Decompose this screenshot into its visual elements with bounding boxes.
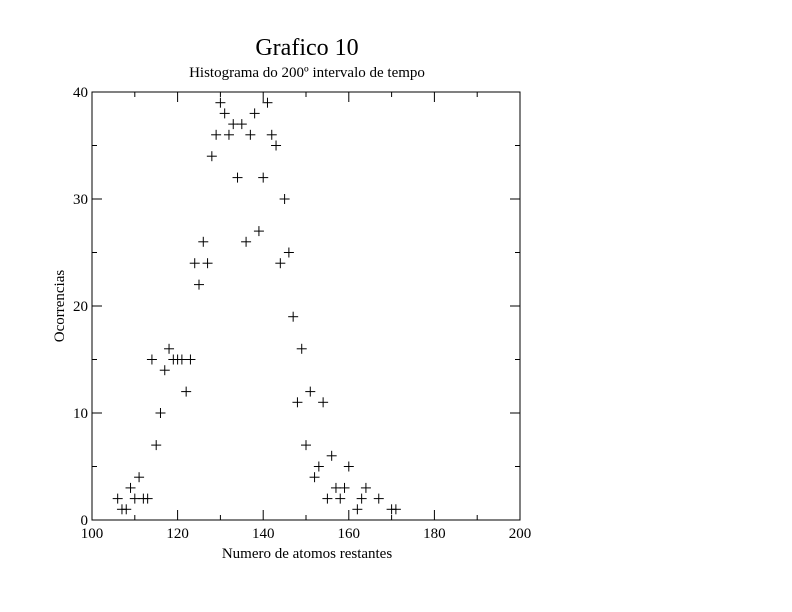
x-axis-label: Numero de atomos restantes	[222, 546, 393, 562]
data-point	[292, 397, 303, 408]
axis-tick-labels: 100 120 140 160 180 200 0 10 20 30 40	[73, 85, 531, 542]
data-point	[275, 258, 286, 269]
data-point	[189, 258, 200, 269]
data-point	[134, 472, 145, 483]
x-tick-label: 160	[338, 526, 361, 542]
data-point	[202, 258, 213, 269]
data-point	[164, 343, 175, 354]
data-point	[194, 279, 204, 290]
data-point	[228, 119, 239, 130]
y-tick-label: 30	[73, 192, 88, 208]
data-point	[219, 108, 230, 119]
data-point	[155, 408, 166, 418]
y-tick-label: 10	[73, 406, 88, 422]
data-point	[313, 461, 324, 472]
x-tick-label: 200	[509, 526, 532, 542]
y-tick-label: 20	[73, 299, 88, 315]
data-point	[215, 97, 226, 108]
data-point	[236, 119, 247, 130]
data-point	[211, 129, 222, 140]
chart-title: Grafico 10	[255, 35, 358, 61]
data-point	[258, 172, 269, 183]
data-point	[223, 129, 234, 140]
data-point	[112, 493, 123, 504]
data-point	[245, 129, 256, 140]
data-point	[159, 365, 170, 376]
data-point	[241, 236, 252, 247]
data-point	[352, 504, 363, 515]
data-point	[390, 504, 401, 515]
x-tick-label: 180	[423, 526, 446, 542]
data-point	[343, 461, 354, 472]
data-point	[360, 482, 371, 493]
data-point	[129, 493, 140, 504]
data-point	[339, 482, 350, 493]
data-point	[301, 440, 311, 451]
data-point	[232, 172, 243, 183]
data-point	[142, 493, 153, 504]
data-point	[176, 354, 187, 365]
data-point	[151, 440, 162, 451]
data-point	[356, 493, 367, 504]
y-tick-label: 0	[81, 513, 89, 529]
data-point	[309, 472, 320, 483]
x-tick-label: 100	[81, 526, 104, 542]
y-axis-label: Ocorrencias	[52, 270, 68, 343]
data-point	[322, 493, 333, 504]
data-point	[249, 108, 260, 119]
data-point	[185, 354, 196, 365]
data-point	[305, 386, 316, 397]
x-tick-label: 120	[166, 526, 189, 542]
axis-ticks	[91, 91, 521, 521]
data-point	[288, 311, 299, 322]
data-point	[296, 343, 307, 354]
data-point	[330, 482, 341, 493]
data-point	[279, 194, 290, 204]
data-point	[125, 482, 136, 493]
x-tick-label: 140	[252, 526, 275, 542]
data-point	[181, 386, 192, 397]
data-point	[373, 493, 384, 504]
plot-frame	[91, 91, 521, 521]
data-point	[266, 129, 277, 140]
y-tick-label: 40	[73, 85, 88, 101]
data-point	[283, 247, 294, 258]
data-point	[318, 397, 329, 408]
data-point	[206, 151, 217, 162]
data-point	[198, 236, 209, 247]
data-point	[335, 493, 346, 504]
data-point	[326, 450, 337, 461]
data-point	[146, 354, 157, 365]
data-points	[112, 97, 401, 515]
data-point	[121, 504, 132, 515]
data-point	[262, 97, 273, 108]
chart-subtitle: Histograma do 200º intervalo de tempo	[189, 65, 425, 81]
data-point	[253, 226, 264, 237]
data-point	[271, 140, 282, 151]
